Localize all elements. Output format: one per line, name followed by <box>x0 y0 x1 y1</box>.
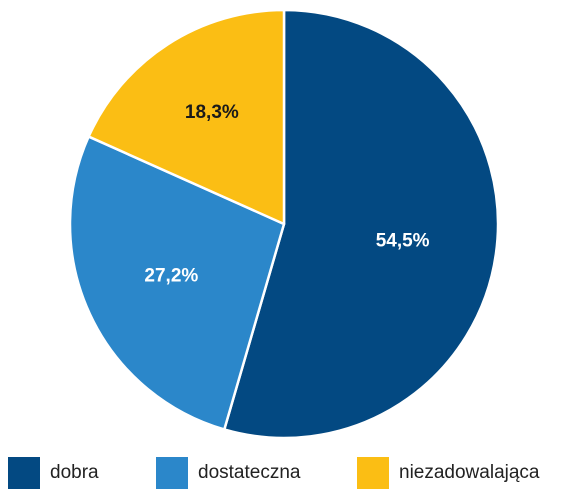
legend-swatch-dostateczna <box>156 457 188 489</box>
legend-label-dobra: dobra <box>50 462 99 483</box>
pie-chart: 54,5% 27,2% 18,3% <box>68 8 500 440</box>
pie-slice-dobra <box>223 8 500 440</box>
legend-swatch-dobra <box>8 457 40 489</box>
pie-label-niezadowalajaca: 18,3% <box>185 102 239 123</box>
legend-label-dostateczna: dostateczna <box>198 462 301 483</box>
pie-slice-niezadowalajaca <box>87 8 286 226</box>
legend-label-niezadowalajaca: niezadowalająca <box>399 462 540 483</box>
legend-item-dostateczna: dostateczna <box>156 455 300 491</box>
legend-swatch-niezadowalajaca <box>357 457 389 489</box>
legend-item-dobra: dobra <box>8 455 99 491</box>
pie-label-dostateczna: 27,2% <box>144 266 198 287</box>
legend-item-niezadowalajaca: niezadowalająca <box>357 455 540 491</box>
legend: dobra dostateczna niezadowalająca <box>0 455 561 493</box>
pie-slice-dostateczna <box>68 135 286 431</box>
pie-label-dobra: 54,5% <box>376 230 430 251</box>
